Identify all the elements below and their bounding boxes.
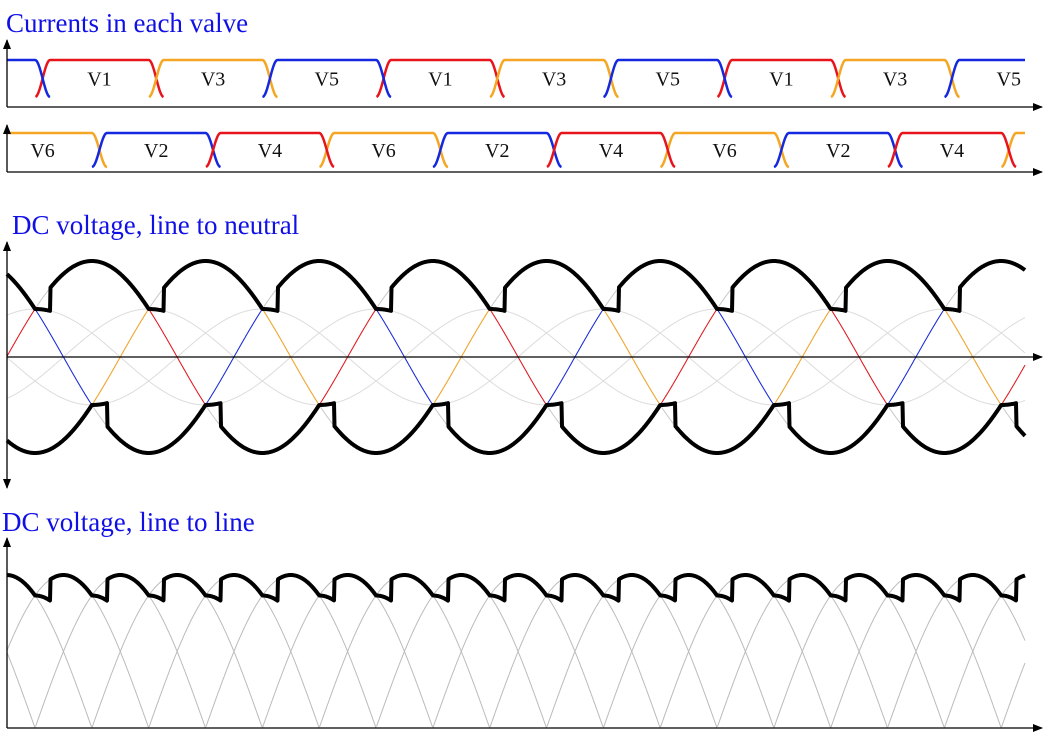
title: Currents in each valve: [6, 8, 248, 38]
axes: [2, 39, 1043, 732]
valve-label: V4: [940, 140, 964, 162]
valve-current: [34, 58, 847, 99]
valve-current: [7, 131, 1025, 169]
positive-rail: [5, 259, 1027, 313]
valve-label: V6: [712, 140, 736, 162]
valve-label: V5: [997, 69, 1021, 91]
dc-voltage: [5, 573, 1027, 603]
valve-label: V1: [87, 69, 111, 91]
valve-label: V2: [826, 140, 850, 162]
valve-label: V2: [485, 140, 509, 162]
valve-current: [7, 58, 1025, 99]
title: DC voltage, line to line: [2, 507, 255, 537]
valve-label: V5: [656, 69, 680, 91]
valve-current: [91, 131, 903, 169]
valve-label: V4: [599, 140, 623, 162]
negative-rail: [5, 401, 1027, 455]
valve-label: V4: [258, 140, 282, 162]
valve-label: V3: [542, 69, 566, 91]
valve-label: V1: [428, 69, 452, 91]
phase-wave: [6, 308, 1026, 406]
valve-label: V5: [315, 69, 339, 91]
valve-current: [148, 58, 960, 99]
title: DC voltage, line to neutral: [12, 210, 299, 240]
valve-label: V2: [144, 140, 168, 162]
valve-current: [205, 131, 1017, 169]
valve-label: V3: [883, 69, 907, 91]
valve-label: V1: [769, 69, 793, 91]
phase-wave: [6, 308, 1026, 406]
valve-label: V6: [371, 140, 395, 162]
valve-label: V3: [201, 69, 225, 91]
valve-label: V6: [30, 140, 54, 162]
